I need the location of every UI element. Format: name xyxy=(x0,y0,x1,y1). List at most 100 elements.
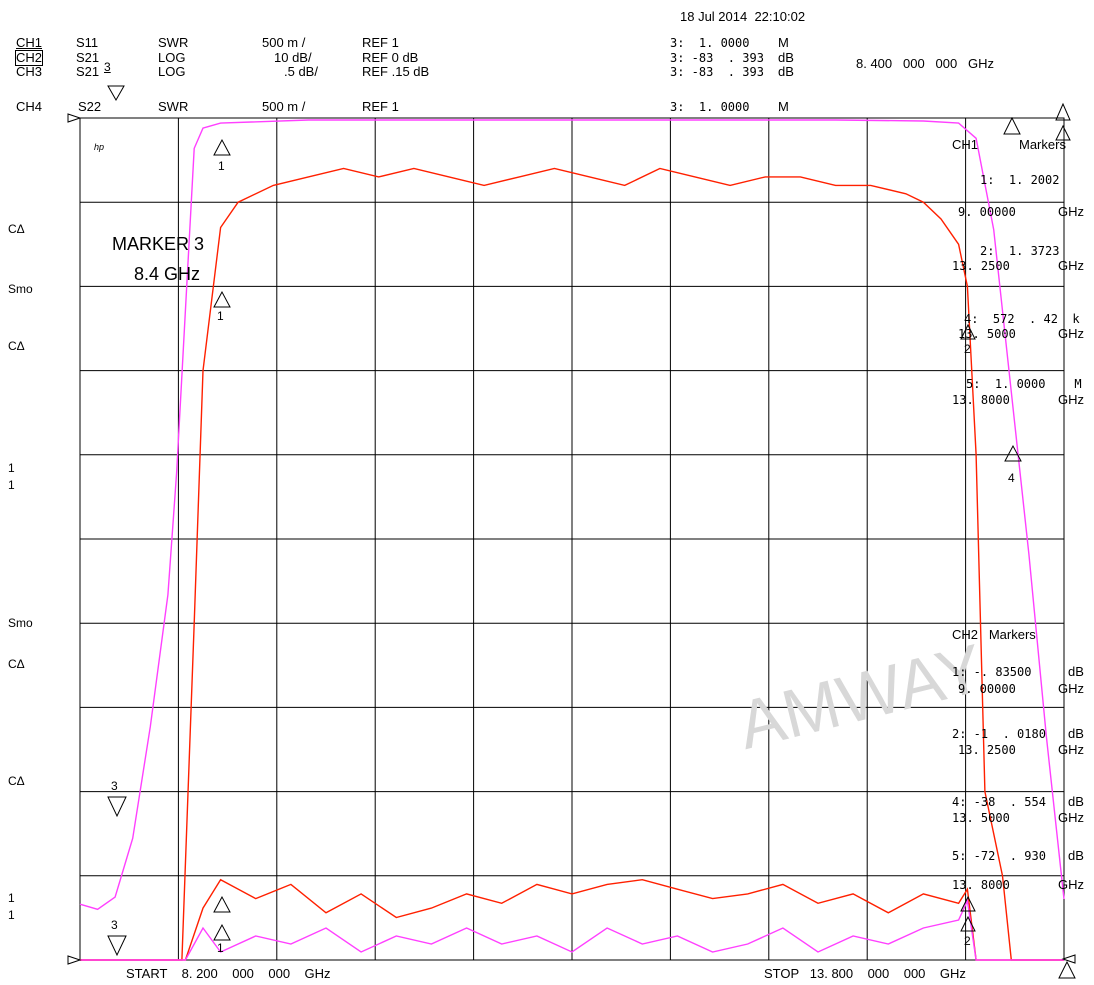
ch2-marker-4-value: 4: -38 . 554 xyxy=(952,795,1046,809)
ch3-label[interactable]: CH3 xyxy=(16,64,43,79)
ch1-format: SWR xyxy=(158,35,189,50)
svg-text:1: 1 xyxy=(217,941,224,955)
marker-1-bottom: 1 xyxy=(213,895,231,955)
marker-1-mid: 1 xyxy=(213,290,231,323)
marker-4-top xyxy=(1003,116,1021,135)
ch1-marker-5-unit: GHz xyxy=(1058,392,1084,407)
left-label-one-c: 1 xyxy=(8,891,15,905)
marker-triangle-icon xyxy=(213,895,231,913)
ch2-marker-1-unit: dB xyxy=(1068,664,1084,679)
ref-arrow-bottom-icon xyxy=(67,955,82,965)
ch1-marker-1-unit: GHz xyxy=(1058,204,1084,219)
marker-3-upper: 3 xyxy=(107,779,127,818)
ch2-marker-5-freq: 13. 8000 xyxy=(952,878,1010,892)
left-label-cdelta-3: CΔ xyxy=(8,657,25,671)
ch2-marker-5-unit: dB xyxy=(1068,848,1084,863)
ch4-param: S22 xyxy=(78,99,102,114)
left-label-one-a: 1 xyxy=(8,461,15,475)
marker-3-lower: 3 xyxy=(107,918,127,957)
plot-grid xyxy=(79,117,1065,961)
ch1-ref: REF 1 xyxy=(362,35,399,50)
ch3-marker-tag: 3 xyxy=(104,60,111,74)
ch2-marker-value: 3: -83 . 393 xyxy=(670,51,764,65)
ch4-marker-unit: M xyxy=(778,99,789,114)
ch1-param: S11 xyxy=(76,35,99,50)
ch1-marker-value: 3: 1. 0000 xyxy=(670,36,750,50)
ch2-marker-4-funit: GHz xyxy=(1058,810,1084,825)
left-label-smo-2: Smo xyxy=(8,616,33,630)
ch4-marker-triangle-icon xyxy=(107,85,125,102)
ch2-scale: 10 dB/ xyxy=(274,50,312,65)
marker-frequency-header: 8. 400 000 000 GHz xyxy=(856,56,995,71)
ch4-format: SWR xyxy=(158,99,189,114)
svg-text:3: 3 xyxy=(111,918,118,932)
marker-4-right: 4 xyxy=(1004,444,1022,485)
stop-marker xyxy=(1058,960,1076,979)
marker-triangle-icon xyxy=(213,923,231,941)
start-frequency: START 8. 200 000 000 GHz xyxy=(126,966,331,981)
ch2-marker-4-unit: dB xyxy=(1068,794,1084,809)
left-label-one-b: 1 xyxy=(8,478,15,492)
watermark: AMWAY xyxy=(731,630,991,764)
marker-triangle-icon xyxy=(1004,444,1022,462)
ch2-format: LOG xyxy=(158,50,186,65)
ch2-marker-1-freq: 9. 00000 xyxy=(958,682,1016,696)
left-label-cdelta-2: CΔ xyxy=(8,339,25,353)
ch1-marker-4-unit: GHz xyxy=(1058,326,1084,341)
ch1-label[interactable]: CH1 xyxy=(16,35,43,50)
ch2-marker-5-funit: GHz xyxy=(1058,877,1084,892)
ch1-marker-unit: M xyxy=(778,35,789,50)
ref-arrow-top-icon xyxy=(67,113,82,123)
ch3-marker-value: 3: -83 . 393 xyxy=(670,65,764,79)
ch1-marker-2-value: 2: 1. 3723 xyxy=(980,244,1060,258)
marker-triangle-icon xyxy=(960,323,976,340)
marker-down-triangle-icon xyxy=(107,935,127,957)
ch1-marker-4-freq: 13. 5000 xyxy=(958,327,1016,341)
ch1-marker-2-unit: GHz xyxy=(1058,258,1084,273)
ch1-marker-1-value: 1: 1. 2002 xyxy=(980,173,1060,187)
marker-5-top xyxy=(1055,102,1071,141)
ch2-marker-unit: dB xyxy=(778,50,794,65)
hp-logo: hp xyxy=(94,142,105,152)
marker-triangle-icon xyxy=(1055,124,1071,141)
ch2-marker-2-funit: GHz xyxy=(1058,742,1084,757)
ch2-param: S21 xyxy=(76,50,100,65)
ch1-markers-channel: CH1 xyxy=(952,137,979,152)
ch2-marker-2-value: 2: -1 . 0180 xyxy=(952,727,1046,741)
marker-2-bottom: 2 xyxy=(960,895,976,948)
ch1-marker-5-value: 5: 1. 0000 M xyxy=(966,377,1082,391)
ch2-marker-5-value: 5: -72 . 930 xyxy=(952,849,1046,863)
ch4-ref: REF 1 xyxy=(362,99,399,114)
trace-ch2-s21-log xyxy=(80,167,1064,961)
annotation-marker-freq: 8.4 GHz xyxy=(134,264,201,284)
left-label-one-d: 1 xyxy=(8,908,15,922)
trace-group xyxy=(79,119,1065,961)
svg-text:2: 2 xyxy=(964,934,971,948)
left-label-cdelta-4: CΔ xyxy=(8,774,25,788)
svg-text:1: 1 xyxy=(218,159,225,173)
ch3-param: S21 xyxy=(76,64,100,79)
ch2-marker-2-freq: 13. 2500 xyxy=(958,743,1016,757)
ch3-scale: .5 dB/ xyxy=(284,64,318,79)
ch2-marker-2-unit: dB xyxy=(1068,726,1084,741)
ch2-markers-title: CH2 Markers xyxy=(952,627,1036,642)
marker-triangle-icon xyxy=(960,915,976,932)
svg-text:4: 4 xyxy=(1008,471,1015,485)
marker-triangle-icon xyxy=(1058,960,1076,979)
marker-triangle-icon xyxy=(213,290,231,308)
stop-frequency: STOP 13. 800 000 000 GHz xyxy=(764,966,966,981)
marker-triangle-icon xyxy=(1003,116,1021,135)
marker-triangle-icon xyxy=(1055,102,1071,121)
ch3-marker-unit: dB xyxy=(778,64,794,79)
timestamp: 18 Jul 2014 22:10:02 xyxy=(680,9,806,24)
ch4-marker-value: 3: 1. 0000 xyxy=(670,100,750,114)
ref-arrow-right-icon xyxy=(1061,954,1076,964)
ch3-format: LOG xyxy=(158,64,186,79)
ch2-label[interactable]: CH2 xyxy=(14,50,44,66)
ch4-label[interactable]: CH4 xyxy=(16,99,43,114)
ch2-marker-1-funit: GHz xyxy=(1058,681,1084,696)
trace-ch3-s21-log-fine xyxy=(80,878,1064,961)
marker-down-triangle-icon xyxy=(107,796,127,818)
marker-triangle-icon xyxy=(960,895,976,912)
